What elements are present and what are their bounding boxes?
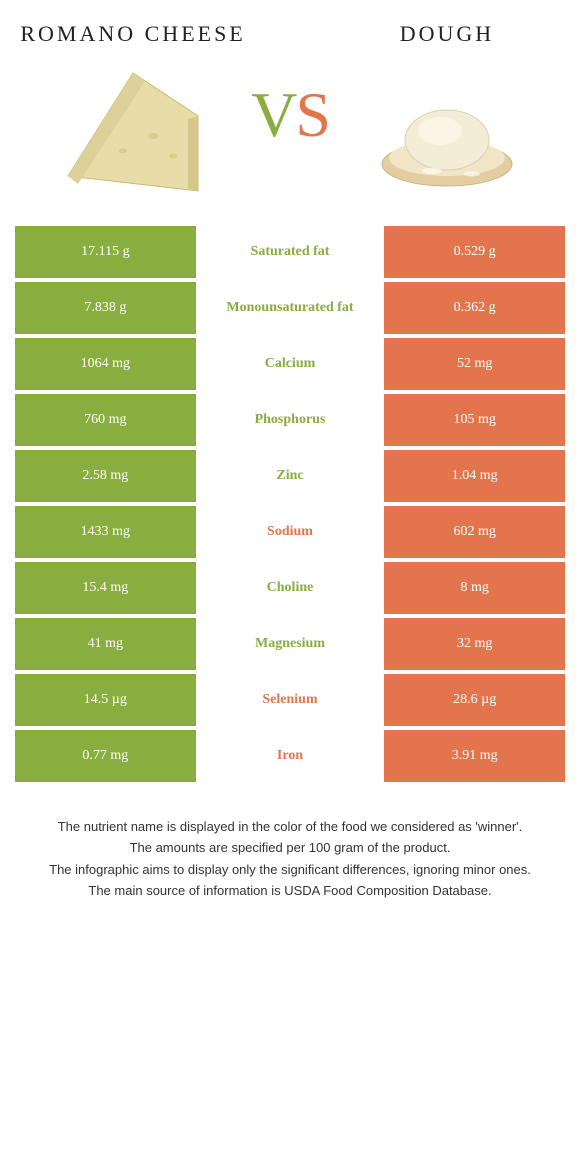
value-left: 0.77 mg <box>15 730 196 782</box>
nutrient-label: Magnesium <box>200 618 381 670</box>
food-b-title: Dough <box>329 20 565 49</box>
value-right: 8 mg <box>384 562 565 614</box>
food-a-column: Romano cheese <box>15 20 251 211</box>
value-right: 52 mg <box>384 338 565 390</box>
value-right: 28.6 µg <box>384 674 565 726</box>
nutrient-label: Choline <box>200 562 381 614</box>
nutrient-label: Zinc <box>200 450 381 502</box>
value-left: 17.115 g <box>15 226 196 278</box>
nutrient-row: 2.58 mgZinc1.04 mg <box>15 450 565 502</box>
food-a-title: Romano cheese <box>15 20 251 49</box>
value-right: 3.91 mg <box>384 730 565 782</box>
nutrient-row: 41 mgMagnesium32 mg <box>15 618 565 670</box>
footer-notes: The nutrient name is displayed in the co… <box>15 817 565 901</box>
nutrient-label: Selenium <box>200 674 381 726</box>
nutrient-label: Calcium <box>200 338 381 390</box>
nutrient-row: 15.4 mgCholine8 mg <box>15 562 565 614</box>
value-right: 0.362 g <box>384 282 565 334</box>
nutrient-row: 7.838 gMonounsaturated fat0.362 g <box>15 282 565 334</box>
value-left: 41 mg <box>15 618 196 670</box>
footer-line: The amounts are specified per 100 gram o… <box>35 838 545 858</box>
nutrient-label: Sodium <box>200 506 381 558</box>
value-left: 2.58 mg <box>15 450 196 502</box>
value-left: 1064 mg <box>15 338 196 390</box>
footer-line: The main source of information is USDA F… <box>35 881 545 901</box>
footer-line: The nutrient name is displayed in the co… <box>35 817 545 837</box>
value-left: 14.5 µg <box>15 674 196 726</box>
nutrient-row: 14.5 µgSelenium28.6 µg <box>15 674 565 726</box>
vs-s: S <box>295 79 329 150</box>
nutrient-label: Saturated fat <box>200 226 381 278</box>
food-a-image <box>15 61 251 211</box>
value-right: 1.04 mg <box>384 450 565 502</box>
nutrient-row: 1064 mgCalcium52 mg <box>15 338 565 390</box>
value-left: 760 mg <box>15 394 196 446</box>
value-right: 32 mg <box>384 618 565 670</box>
food-b-image <box>329 61 565 211</box>
cheese-icon <box>53 61 213 211</box>
value-right: 0.529 g <box>384 226 565 278</box>
value-right: 105 mg <box>384 394 565 446</box>
comparison-header: Romano cheese VS Dough <box>15 20 565 211</box>
value-left: 15.4 mg <box>15 562 196 614</box>
nutrient-label: Phosphorus <box>200 394 381 446</box>
nutrient-table: 17.115 gSaturated fat0.529 g7.838 gMonou… <box>15 226 565 782</box>
vs-v: V <box>251 79 295 150</box>
vs-label: VS <box>251 78 329 152</box>
dough-icon <box>372 76 522 196</box>
nutrient-row: 760 mgPhosphorus105 mg <box>15 394 565 446</box>
nutrient-row: 17.115 gSaturated fat0.529 g <box>15 226 565 278</box>
nutrient-label: Iron <box>200 730 381 782</box>
value-left: 1433 mg <box>15 506 196 558</box>
food-b-column: Dough <box>329 20 565 211</box>
nutrient-row: 1433 mgSodium602 mg <box>15 506 565 558</box>
value-right: 602 mg <box>384 506 565 558</box>
nutrient-row: 0.77 mgIron3.91 mg <box>15 730 565 782</box>
value-left: 7.838 g <box>15 282 196 334</box>
nutrient-label: Monounsaturated fat <box>200 282 381 334</box>
footer-line: The infographic aims to display only the… <box>35 860 545 880</box>
